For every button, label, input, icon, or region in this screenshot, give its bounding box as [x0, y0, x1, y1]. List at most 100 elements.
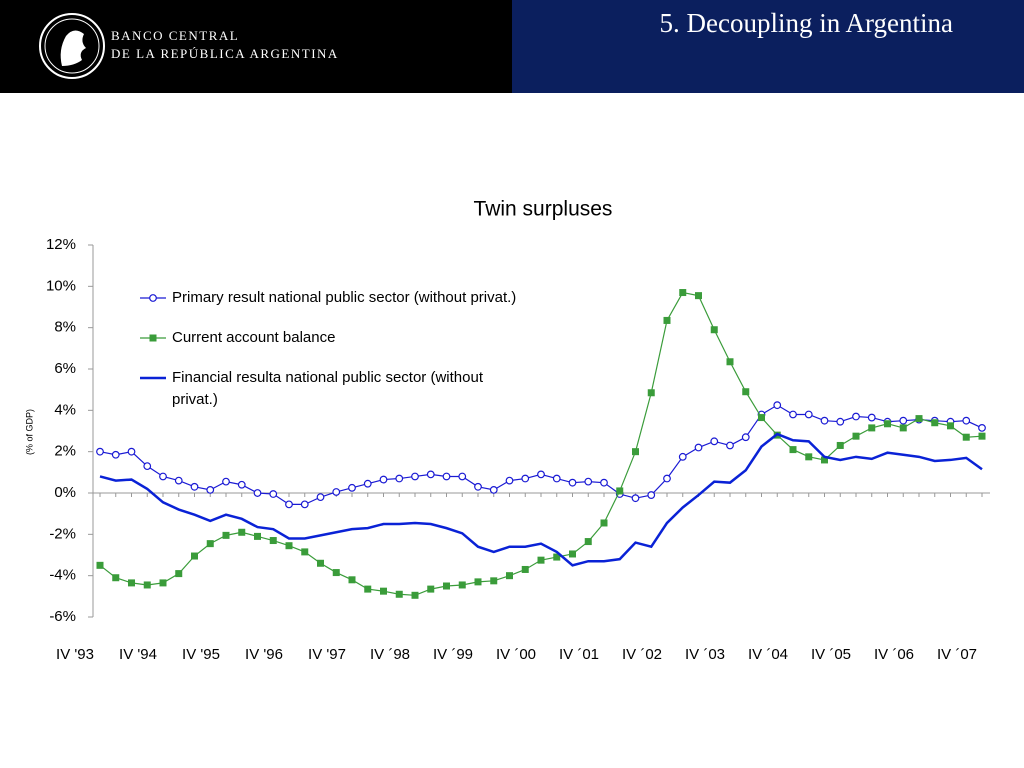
header-left	[0, 0, 512, 93]
x-tick-label: IV ´05	[811, 646, 851, 663]
series-line	[99, 432, 983, 567]
data-point	[947, 422, 954, 430]
data-point	[537, 470, 545, 479]
data-point	[237, 480, 246, 489]
data-point	[254, 532, 261, 540]
data-point	[584, 477, 593, 486]
data-point	[380, 587, 387, 595]
data-point	[175, 570, 183, 578]
data-point	[474, 482, 482, 491]
data-point	[285, 542, 293, 550]
data-point	[631, 494, 640, 503]
data-point	[867, 413, 876, 422]
data-point	[442, 472, 451, 481]
data-point	[679, 289, 687, 297]
legend-marker	[149, 294, 157, 302]
data-point	[206, 486, 215, 494]
data-point	[962, 433, 970, 441]
legend-label: Primary result national public sector (w…	[172, 289, 517, 306]
data-point	[190, 482, 199, 491]
y-tick-label: 8%	[54, 319, 76, 336]
data-point	[490, 577, 498, 585]
data-point	[238, 528, 246, 536]
data-point	[820, 416, 829, 425]
slide-title: 5. Decoupling in Argentina	[660, 8, 953, 38]
data-point	[569, 550, 576, 558]
data-point	[143, 581, 151, 589]
data-point	[710, 326, 718, 334]
data-point	[852, 412, 860, 421]
data-point	[694, 443, 703, 452]
data-point	[742, 388, 750, 396]
data-point	[773, 401, 782, 410]
series-line	[99, 404, 983, 505]
data-point	[836, 441, 844, 449]
x-tick-label: IV ´99	[433, 646, 473, 663]
data-point	[553, 553, 561, 561]
data-point	[821, 456, 828, 464]
data-point	[616, 487, 624, 495]
y-tick-label: 12%	[46, 236, 76, 253]
data-point	[300, 500, 309, 509]
data-point	[112, 574, 120, 582]
data-point	[474, 578, 482, 586]
data-point	[443, 582, 450, 590]
data-point	[143, 462, 152, 471]
y-tick-label: 4%	[54, 401, 76, 418]
y-tick-label: 6%	[54, 360, 76, 377]
y-tick-label: -4%	[49, 567, 76, 584]
data-point	[222, 531, 230, 539]
legend-marker	[149, 334, 157, 342]
data-point	[568, 478, 577, 487]
y-axis-label: (% of GDP)	[24, 409, 34, 455]
data-point	[978, 432, 986, 440]
data-point	[758, 414, 765, 422]
data-point	[332, 488, 341, 496]
data-point	[899, 424, 907, 432]
data-point	[537, 556, 545, 564]
data-point	[269, 537, 277, 545]
data-point	[395, 590, 403, 598]
data-point	[96, 561, 104, 569]
data-point	[789, 410, 797, 419]
data-point	[789, 446, 797, 454]
x-tick-label: IV '94	[119, 646, 157, 663]
data-point	[552, 474, 561, 483]
data-point	[695, 292, 702, 300]
data-point	[458, 472, 467, 481]
x-tick-label: IV ´04	[748, 646, 788, 663]
legend-label: Financial resulta national public sector…	[172, 369, 483, 408]
legend-label: Current account balance	[172, 329, 336, 346]
data-point	[710, 437, 719, 446]
data-point	[363, 479, 372, 488]
data-point	[600, 478, 608, 487]
logo	[39, 13, 105, 79]
data-point	[647, 491, 656, 499]
data-point	[852, 432, 860, 440]
data-point	[411, 591, 419, 599]
data-point	[726, 358, 734, 366]
data-point	[395, 474, 404, 483]
data-point	[868, 424, 876, 432]
data-point	[427, 585, 435, 593]
data-point	[301, 548, 309, 556]
data-point	[316, 493, 325, 502]
data-point	[915, 415, 923, 423]
bank-name: BANCO CENTRAL	[111, 28, 239, 43]
data-point	[726, 441, 734, 450]
data-point	[741, 433, 750, 442]
logo-ring	[44, 18, 100, 74]
data-point	[285, 500, 293, 509]
data-point	[663, 474, 671, 483]
logo-profile	[60, 30, 86, 67]
data-point	[96, 447, 104, 456]
x-tick-label: IV ´03	[685, 646, 725, 663]
data-point	[489, 486, 498, 494]
data-point	[521, 565, 529, 573]
x-tick-label: IV ´02	[622, 646, 662, 663]
y-tick-label: 10%	[46, 277, 76, 294]
data-point	[222, 477, 230, 486]
x-tick-label: IV '97	[308, 646, 346, 663]
